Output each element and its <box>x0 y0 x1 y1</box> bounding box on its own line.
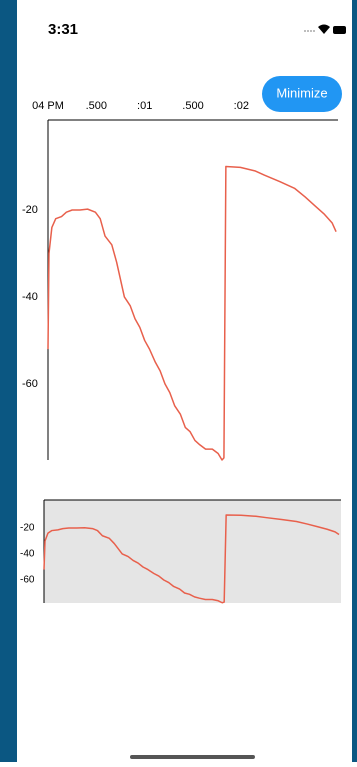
minimize-button[interactable]: Minimize <box>262 76 342 112</box>
x-tick-label: .500 <box>182 100 203 112</box>
y-tick-label: -60 <box>22 378 38 390</box>
x-tick-label: :01 <box>137 100 152 112</box>
x-tick-label: :02 <box>234 100 249 112</box>
y-tick-label: -20 <box>20 523 35 534</box>
home-indicator <box>130 755 255 759</box>
y-tick-label: -60 <box>20 575 35 586</box>
data-line <box>43 514 340 604</box>
button-label[interactable]: Minimize <box>276 85 327 100</box>
data-line <box>47 165 337 461</box>
charts: -20 -40 -60 04 PM .500 :01 .500 :02 -20 -40 -60 <box>20 100 341 604</box>
button-bg[interactable] <box>262 76 342 112</box>
plot-background <box>44 500 341 603</box>
x-tick-label: .500 <box>86 100 107 112</box>
status-icons <box>304 24 346 34</box>
phone-screen <box>17 0 352 762</box>
y-tick-label: -40 <box>22 291 38 303</box>
status-time: 3:31 <box>48 21 78 38</box>
x-tick-label: 04 PM <box>32 100 64 112</box>
y-tick-label: -40 <box>20 549 35 560</box>
y-tick-label: -20 <box>22 204 38 216</box>
